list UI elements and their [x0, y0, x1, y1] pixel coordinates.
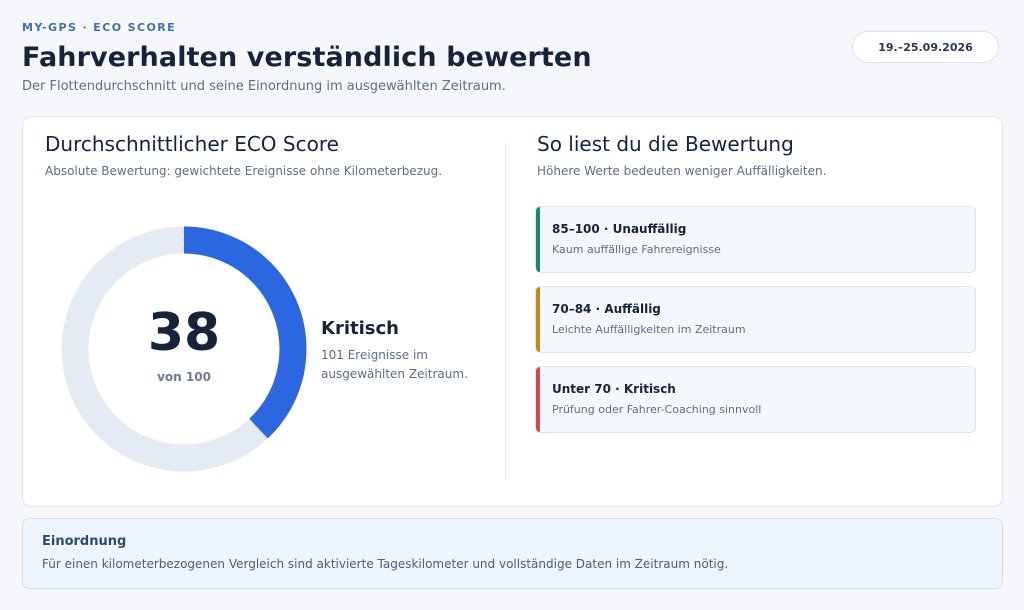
- score-max-label: von 100: [157, 370, 211, 384]
- legend-item-kritisch: Unter 70 · Kritisch Prüfung oder Fahrer-…: [535, 366, 976, 433]
- page-eyebrow: MY-GPS · ECO SCORE: [22, 21, 177, 34]
- main-card: Durchschnittlicher ECO Score Absolute Be…: [22, 116, 1003, 507]
- page-subtitle: Der Flottendurchschnitt und seine Einord…: [22, 79, 506, 94]
- legend-card-title: So liest du die Bewertung: [537, 132, 794, 156]
- status-label: Kritisch: [321, 318, 399, 339]
- page-title: Fahrverhalten verständlich bewerten: [22, 42, 592, 73]
- legend-item-unauffaellig: 85–100 · Unauffällig Kaum auffällige Fah…: [535, 206, 976, 273]
- status-description: 101 Ereignisse im ausgewählten Zeitraum.: [321, 348, 468, 381]
- legend-item-description: Prüfung oder Fahrer-Coaching sinnvoll: [552, 403, 762, 416]
- score-value: 38: [147, 303, 221, 363]
- legend-item-description: Kaum auffällige Fahrereignisse: [552, 243, 721, 256]
- legend-item-auffaellig: 70–84 · Auffällig Leichte Auffälligkeite…: [535, 286, 976, 353]
- legend-item-title: 70–84 · Auffällig: [552, 302, 661, 316]
- legend-color-bar: [536, 287, 540, 352]
- legend-color-bar: [536, 367, 540, 432]
- note-text: Für einen kilometerbezogenen Vergleich s…: [42, 557, 729, 571]
- legend-item-title: Unter 70 · Kritisch: [552, 382, 676, 396]
- date-range-button[interactable]: 19.–25.09.2026: [852, 31, 999, 63]
- score-card-title: Durchschnittlicher ECO Score: [45, 132, 339, 156]
- card-divider: [505, 143, 506, 479]
- eco-score-gauge: [61, 226, 307, 472]
- legend-card-subtitle: Höhere Werte bedeuten weniger Auffälligk…: [537, 164, 827, 178]
- note-title: Einordnung: [42, 534, 127, 549]
- legend-item-description: Leichte Auffälligkeiten im Zeitraum: [552, 323, 746, 336]
- score-card-subtitle: Absolute Bewertung: gewichtete Ereigniss…: [45, 164, 443, 178]
- gauge-fill: [61, 226, 307, 472]
- legend-color-bar: [536, 207, 540, 272]
- info-note: Einordnung Für einen kilometerbezogenen …: [22, 518, 1003, 589]
- legend-item-title: 85–100 · Unauffällig: [552, 222, 687, 236]
